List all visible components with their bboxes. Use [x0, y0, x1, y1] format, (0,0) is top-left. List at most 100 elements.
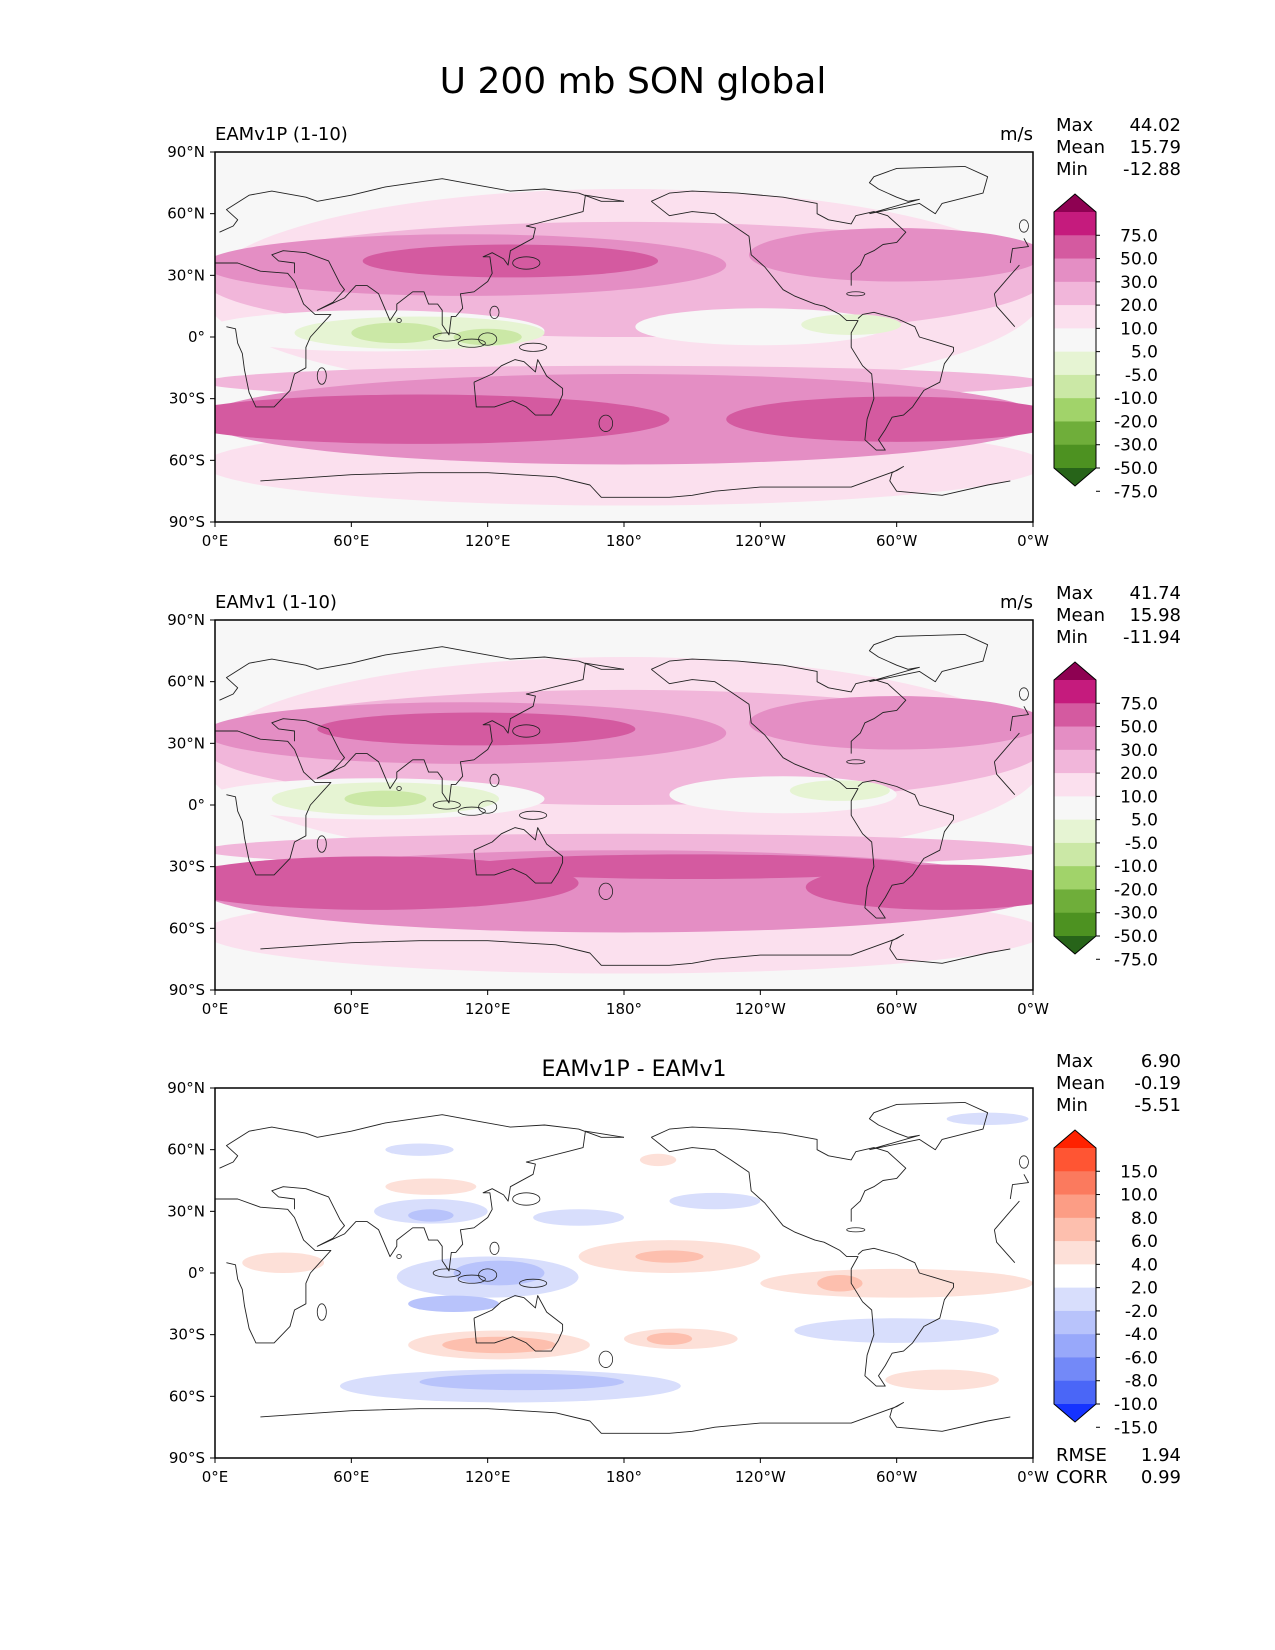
- stat-label: Min: [1056, 627, 1088, 648]
- y-tick-label: 90°N: [167, 611, 205, 629]
- coastline: [260, 466, 1011, 498]
- colorbar-swatch: [1054, 281, 1096, 306]
- stat-value: 6.90: [1141, 1051, 1181, 1072]
- y-tick-label: 0°: [188, 796, 205, 814]
- colorbar-swatch: [1054, 773, 1096, 797]
- coastline: [219, 178, 1029, 264]
- island-outline: [512, 1192, 541, 1206]
- contour-region: [805, 864, 1033, 910]
- colorbar-label: 15.0: [1120, 1162, 1158, 1182]
- colorbar-swatch: [1054, 235, 1096, 260]
- contour-region: [453, 328, 522, 346]
- x-tick-label: 0°W: [1017, 1468, 1049, 1486]
- island-outline: [489, 305, 500, 319]
- stat-label: Mean: [1056, 605, 1105, 626]
- colorbar-label: -20.0: [1114, 880, 1158, 900]
- stat-value: 1.94: [1141, 1445, 1181, 1466]
- colorbar-swatch: [1054, 703, 1096, 728]
- y-tick-label: 60°N: [167, 205, 205, 223]
- colorbar-label: -30.0: [1114, 904, 1158, 924]
- contour-region: [749, 696, 1033, 750]
- island-outline: [598, 414, 614, 432]
- coastline: [651, 190, 907, 286]
- colorbar: 75.0 50.0 30.0 20.0 10.0 5.0 -5.0 -10.0 -20.0 -30…: [1053, 661, 1158, 970]
- island-outline: [316, 835, 327, 853]
- colorbar-label: -15.0: [1114, 1418, 1158, 1438]
- y-tick-label: 0°: [188, 1264, 205, 1282]
- contour-region: [408, 1209, 454, 1222]
- colorbar-swatch: [1054, 819, 1096, 844]
- y-tick-label: 30°S: [169, 1326, 205, 1344]
- island-outline: [846, 291, 866, 297]
- colorbar-swatch: [1054, 1171, 1096, 1196]
- contour-region: [385, 1143, 454, 1156]
- stat-label: Mean: [1056, 1073, 1105, 1094]
- coastline: [219, 646, 1029, 732]
- coastline: [215, 1198, 1020, 1344]
- colorbar-swatch: [1054, 1194, 1096, 1219]
- panel-subtitle: EAMv1 (1-10): [215, 592, 337, 613]
- coastline: [651, 668, 954, 919]
- colorbar-swatch: [1054, 328, 1096, 353]
- x-tick-label: 0°E: [202, 1000, 229, 1018]
- colorbar-label: -75.0: [1114, 482, 1158, 502]
- stat-label: RMSE: [1056, 1445, 1107, 1466]
- coastline: [271, 1130, 625, 1272]
- island-outline: [457, 1274, 486, 1284]
- colorbar: 15.0 10.0 8.0 6.0 4.0 2.0 -2.0 -4.0 -6.0 -8.0 -10.…: [1053, 1129, 1158, 1438]
- contour-region: [646, 1332, 693, 1345]
- colorbar-label: 75.0: [1120, 694, 1158, 714]
- colorbar-label: 20.0: [1120, 296, 1158, 316]
- colorbar-label: 10.0: [1120, 319, 1158, 339]
- map-area: [215, 1088, 1033, 1458]
- colorbar-swatch: [1054, 912, 1096, 937]
- colorbar-label: 10.0: [1120, 1186, 1158, 1206]
- colorbar-swatch: [1054, 351, 1096, 376]
- colorbar: 75.0 50.0 30.0 20.0 10.0 5.0 -5.0 -10.0 -20.0 -30…: [1053, 193, 1158, 502]
- coastline: [868, 165, 989, 215]
- contour-region: [464, 854, 920, 879]
- colorbar-extend-max: [1054, 1130, 1096, 1148]
- stat-value: 15.79: [1129, 137, 1181, 158]
- contour-region: [789, 780, 890, 801]
- coastline: [868, 1101, 989, 1151]
- y-tick-label: 90°N: [167, 1079, 205, 1097]
- x-tick-label: 0°W: [1017, 532, 1049, 550]
- colorbar-label: -6.0: [1125, 1348, 1158, 1368]
- contour-region: [794, 1318, 999, 1343]
- colorbar-label: -30.0: [1114, 436, 1158, 456]
- x-tick-label: 120°W: [735, 532, 786, 550]
- island-outline: [846, 759, 866, 765]
- contour-region: [669, 1192, 761, 1210]
- stat-value: -5.51: [1134, 1095, 1181, 1116]
- colorbar-label: 30.0: [1120, 741, 1158, 761]
- y-tick-label: 30°S: [169, 858, 205, 876]
- island-outline: [396, 786, 402, 792]
- colorbar-swatch: [1054, 374, 1096, 399]
- island-outline: [512, 256, 541, 270]
- island-outline: [489, 1241, 500, 1255]
- contour-region: [215, 394, 670, 444]
- colorbar-swatch: [1054, 1241, 1096, 1265]
- colorbar-swatch: [1054, 1380, 1096, 1405]
- coastline: [651, 1136, 954, 1387]
- panel-subtitle: EAMv1P - EAMv1: [541, 1057, 726, 1082]
- colorbar-swatch: [1054, 1334, 1096, 1358]
- colorbar-label: 6.0: [1131, 1232, 1158, 1252]
- coastline: [260, 1402, 1011, 1434]
- x-tick-label: 60°W: [876, 1000, 918, 1018]
- colorbar-extend-max: [1054, 662, 1096, 680]
- island-outline: [846, 1227, 866, 1233]
- contour-region: [635, 1250, 704, 1263]
- island-outline: [432, 800, 461, 810]
- colorbar-swatch: [1054, 1357, 1096, 1382]
- y-tick-label: 30°N: [167, 266, 205, 284]
- island-outline: [316, 1303, 327, 1321]
- colorbar-swatch: [1054, 444, 1096, 469]
- colorbar-swatch: [1054, 680, 1096, 704]
- stat-label: CORR: [1056, 1467, 1108, 1488]
- x-tick-label: 60°E: [333, 532, 369, 550]
- island-outline: [489, 773, 500, 787]
- panel-2: 0°E 60°E 120°E 180° 120°W 60°W 0°W 90°N 60°N 30°N…: [167, 583, 1181, 1018]
- colorbar-extend-min: [1054, 1404, 1096, 1422]
